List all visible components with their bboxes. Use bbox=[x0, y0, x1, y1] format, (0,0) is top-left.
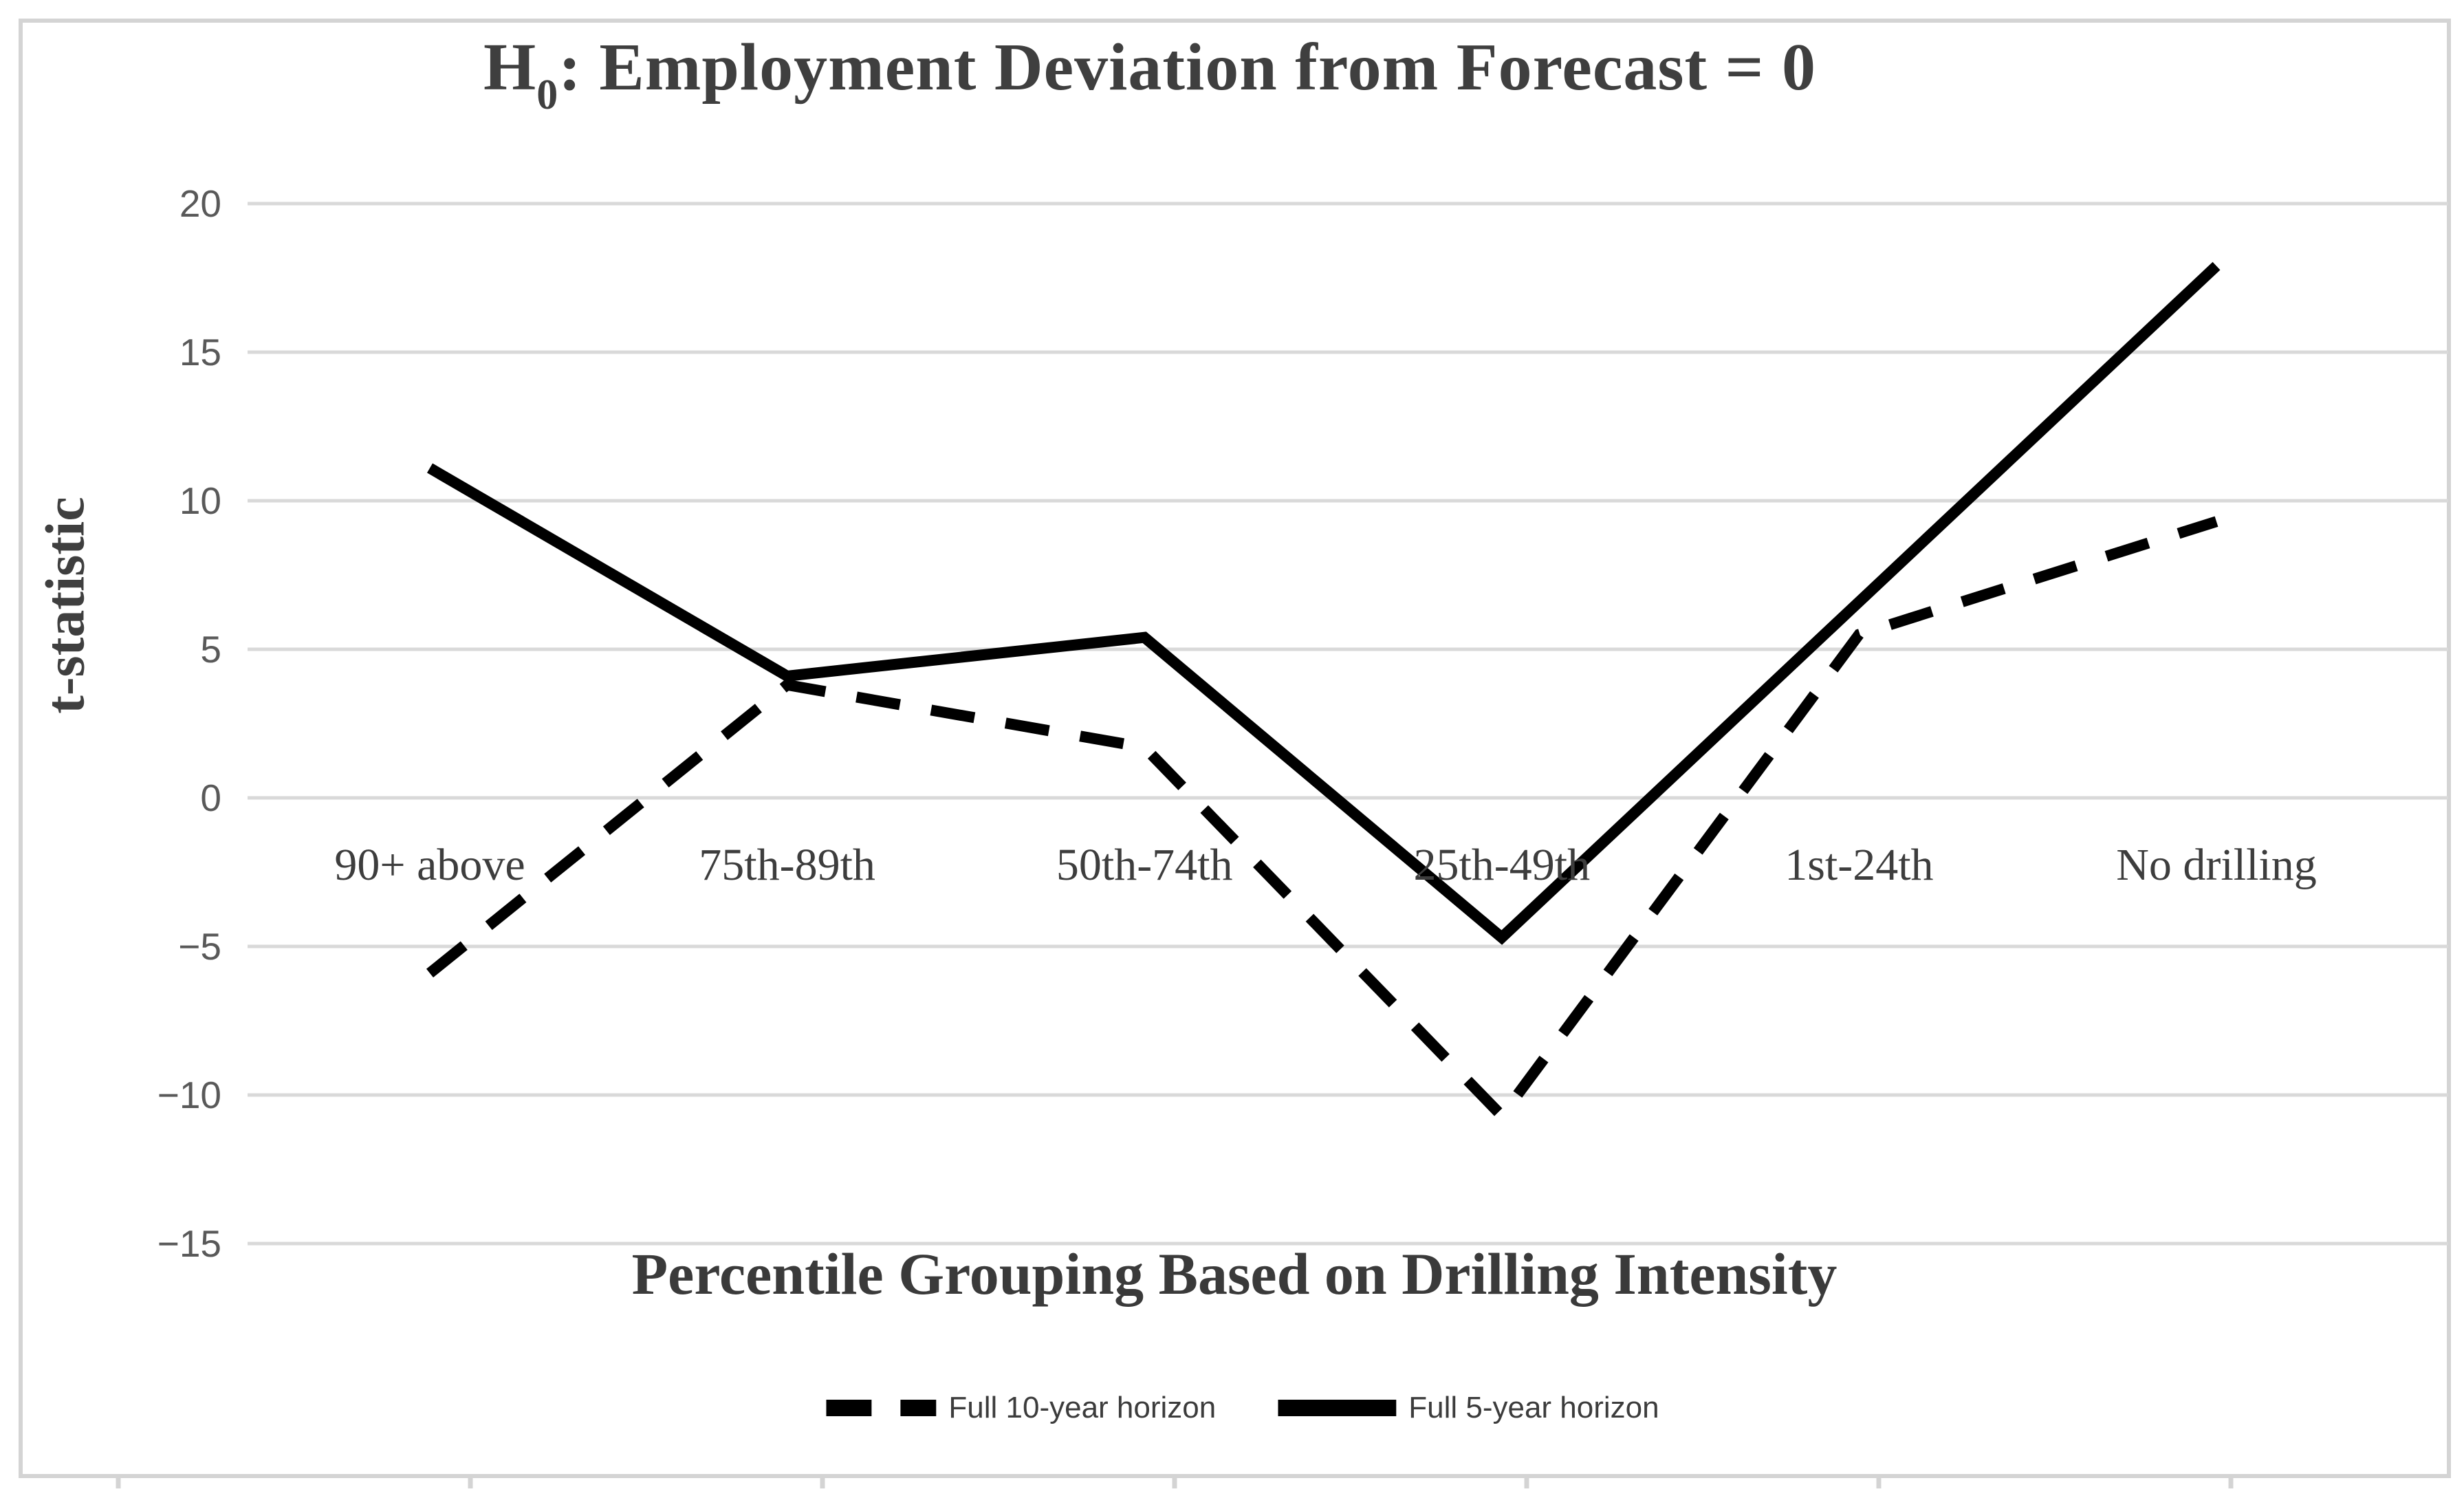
y-axis-title: t-statistic bbox=[35, 497, 96, 714]
series-line-solid bbox=[426, 261, 2221, 945]
legend: Full 10-year horizon Full 5-year horizon bbox=[826, 1391, 1659, 1425]
y-tick-label-10: 10 bbox=[179, 479, 221, 522]
x-category-label-1: 90+ above bbox=[334, 840, 525, 890]
chart-title: H0: Employment Deviation from Forecast =… bbox=[483, 29, 1816, 116]
x-category-label-3: 50th-74th bbox=[1056, 840, 1233, 890]
x-category-label-4: 25th-49th bbox=[1413, 840, 1591, 890]
x-category-label-2: 75th-89th bbox=[699, 840, 875, 890]
legend-item-10-year: Full 10-year horizon bbox=[826, 1391, 1216, 1425]
y-tick-label-5: 5 bbox=[200, 628, 221, 671]
y-tick-label-0: 0 bbox=[200, 777, 221, 819]
chart-title-subscript: 0 bbox=[536, 72, 559, 118]
y-tick-label--10: −10 bbox=[157, 1074, 221, 1116]
chart-title-rest: : Employment Deviation from Forecast = 0 bbox=[558, 30, 1816, 105]
x-axis-title: Percentile Grouping Based on Drilling In… bbox=[631, 1241, 1838, 1307]
y-tick-label--15: −15 bbox=[157, 1222, 221, 1265]
legend-label-5-year: Full 5-year horizon bbox=[1408, 1391, 1659, 1424]
legend-label-10-year: Full 10-year horizon bbox=[948, 1391, 1217, 1424]
y-tick-label--5: −5 bbox=[178, 925, 221, 968]
figure-border bbox=[19, 19, 2451, 1478]
x-category-label-5: 1st-24th bbox=[1785, 840, 1934, 890]
solid-line-swatch-icon bbox=[1278, 1400, 1397, 1416]
y-tick-label-20: 20 bbox=[179, 182, 221, 225]
chart-title-h: H bbox=[483, 30, 537, 105]
y-tick-label-15: 15 bbox=[179, 331, 221, 373]
x-category-label-6: No drilling bbox=[2116, 840, 2317, 890]
legend-item-5-year: Full 5-year horizon bbox=[1278, 1391, 1659, 1425]
series-line-dashed bbox=[426, 516, 2218, 1125]
dashed-line-swatch-icon bbox=[826, 1400, 937, 1416]
